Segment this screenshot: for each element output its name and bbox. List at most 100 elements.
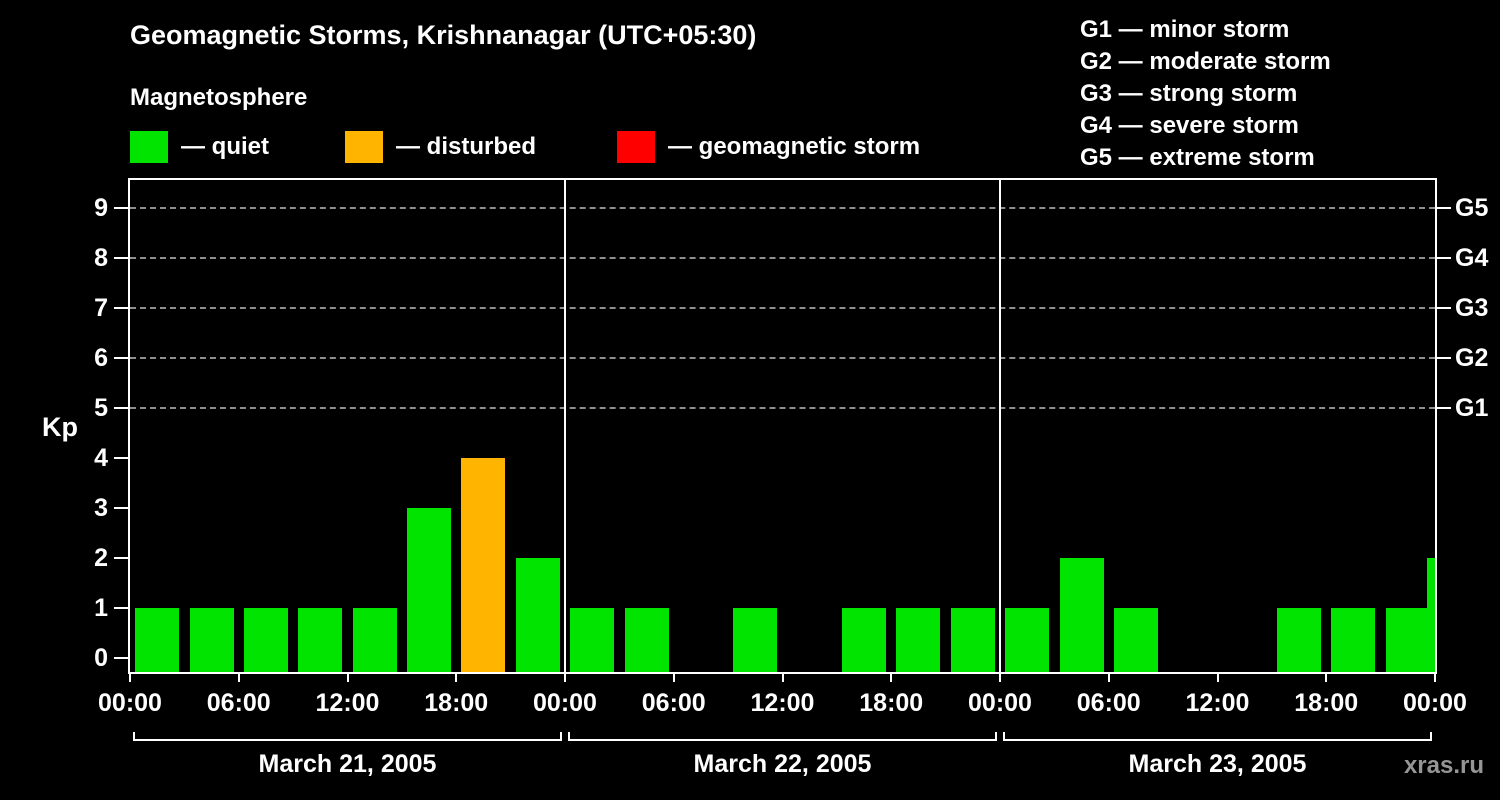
kp-bar [243,608,288,672]
legend-label-disturbed: — disturbed [396,133,537,160]
kp-bar [515,558,560,672]
kp-bar [407,508,452,672]
date-bracket [1003,732,1432,741]
x-tick-label: 06:00 [206,689,271,717]
x-tick-label: 18:00 [859,689,924,717]
kp-bar [189,608,234,672]
x-tick-mark [1216,674,1219,682]
g-tick-mark [1437,207,1451,209]
y-tick-label: 4 [94,444,108,472]
x-tick-label: 06:00 [1076,689,1141,717]
legend-label-quiet: — quiet [181,133,269,160]
kp-bar [896,608,941,672]
kp-bar [624,608,669,672]
x-tick-mark [999,674,1001,682]
kp-bar [298,608,343,672]
gridline-g2 [130,357,1435,359]
kp-legend: — quiet — disturbed — geomagnetic storm [130,131,1030,167]
g-tick-mark [1437,357,1451,359]
g5-legend-label: G5 — extreme storm [1080,144,1315,171]
x-tick-mark [129,674,131,682]
date-bracket [133,732,562,741]
kp-bar [842,608,887,672]
g-tick-mark [1437,407,1451,409]
date-label: March 21, 2005 [258,750,437,778]
kp-bar [1005,608,1050,672]
x-tick-mark [564,674,566,682]
x-tick-label: 12:00 [1185,689,1250,717]
x-tick-mark [781,674,784,682]
kp-bar [1385,608,1430,672]
y-tick-label: 9 [94,194,108,222]
x-tick-label: 00:00 [98,689,162,717]
y-tick-mark [114,607,128,609]
y-tick-mark [114,657,128,659]
watermark: xras.ru [1403,752,1484,779]
x-tick-mark [672,674,675,682]
kp-bar [733,608,778,672]
g-scale-legend: G1 — minor storm G2 — moderate storm G3 … [1080,14,1331,174]
legend-label-storm: — geomagnetic storm [668,133,921,160]
x-tick-mark [1434,674,1436,682]
g-scale-label: G4 [1455,244,1489,272]
magnetosphere-label: Magnetosphere [130,84,308,111]
gridline-g4 [130,257,1435,259]
legend-item-storm: — geomagnetic storm [617,131,920,163]
y-tick-label: 0 [94,644,108,672]
storm-color-swatch [617,131,655,163]
g-tick-mark [1437,307,1451,309]
date-label: March 23, 2005 [1128,750,1307,778]
gridline-g1 [130,407,1435,409]
x-tick-label: 12:00 [315,689,380,717]
y-tick-mark [114,307,128,309]
y-tick-mark [114,207,128,209]
y-tick-label: 2 [94,544,108,572]
x-tick-mark [890,674,893,682]
x-tick-mark [1325,674,1328,682]
y-tick-mark [114,557,128,559]
kp-bar [570,608,615,672]
x-tick-label: 18:00 [424,689,489,717]
legend-item-disturbed: — disturbed [345,131,536,163]
x-tick-mark [237,674,240,682]
x-tick-label: 00:00 [1403,689,1467,717]
x-tick-label: 12:00 [750,689,815,717]
y-tick-label: 6 [94,344,108,372]
g-scale-label: G1 [1455,394,1489,422]
y-tick-mark [114,507,128,509]
x-tick-mark [455,674,458,682]
g-tick-mark [1437,257,1451,259]
kp-bar [1059,558,1104,672]
x-tick-label: 18:00 [1294,689,1359,717]
plot-area [128,178,1437,674]
x-tick-label: 00:00 [533,689,597,717]
kp-bar-partial [1427,558,1435,672]
quiet-color-swatch [130,131,168,163]
g-scale-label: G3 [1455,294,1489,322]
date-label: March 22, 2005 [693,750,872,778]
y-axis-title: Kp [42,412,78,442]
g1-legend-label: G1 — minor storm [1080,16,1290,43]
y-tick-label: 1 [94,594,108,622]
g4-legend-label: G4 — severe storm [1080,112,1299,139]
x-tick-mark [346,674,349,682]
legend-item-quiet: — quiet [130,131,269,163]
kp-bar [1113,608,1158,672]
y-tick-mark [114,257,128,259]
gridline-g3 [130,307,1435,309]
g2-legend-label: G2 — moderate storm [1080,48,1331,75]
day-separator [999,180,1001,672]
x-tick-label: 00:00 [968,689,1032,717]
kp-bar [1331,608,1376,672]
disturbed-color-swatch [345,131,383,163]
gridline-g5 [130,207,1435,209]
kp-bar [461,458,506,672]
chart-title: Geomagnetic Storms, Krishnanagar (UTC+05… [130,20,757,50]
y-tick-label: 8 [94,244,108,272]
kp-bar [950,608,995,672]
g3-legend-label: G3 — strong storm [1080,80,1298,107]
y-tick-mark [114,357,128,359]
kp-bar [135,608,180,672]
y-tick-mark [114,457,128,459]
y-tick-label: 3 [94,494,108,522]
